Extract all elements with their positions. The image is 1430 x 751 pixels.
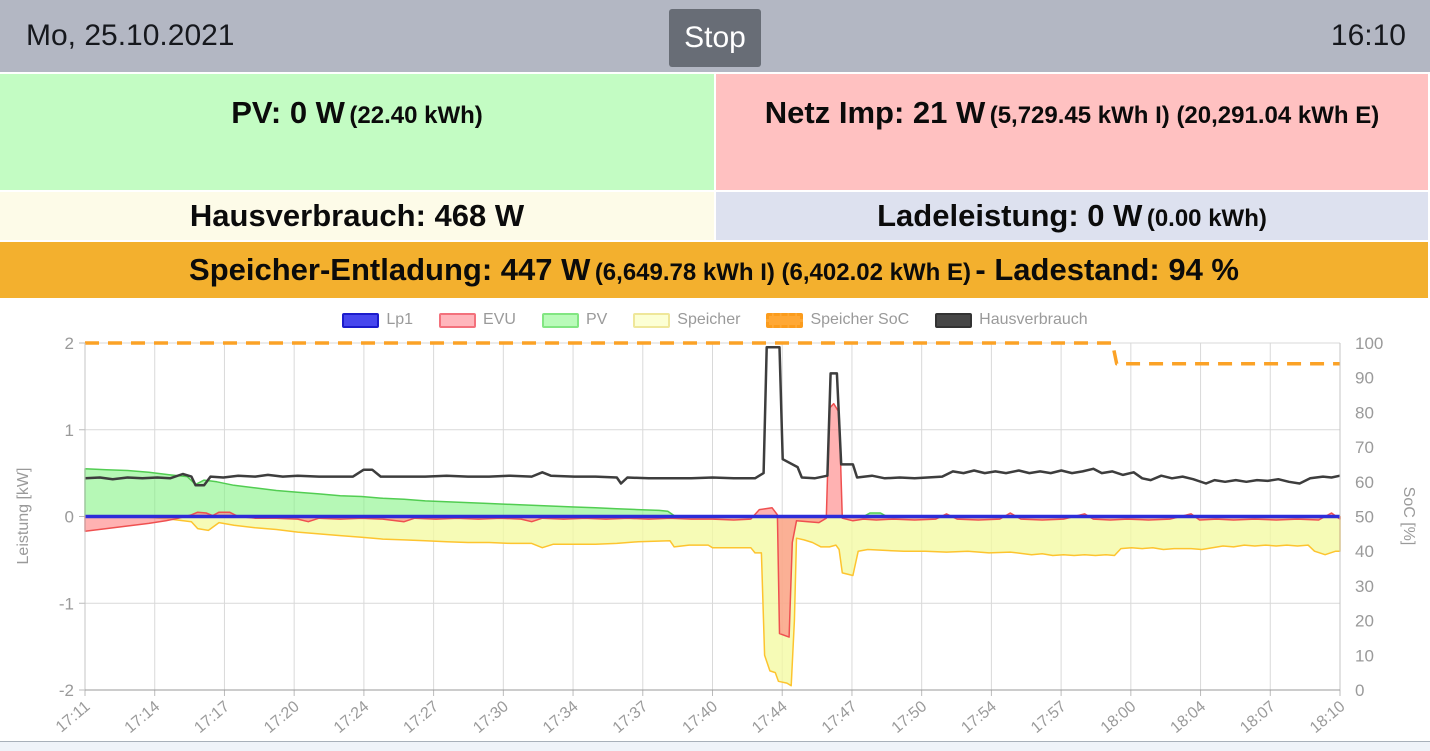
chart-legend: Lp1 EVU PV Speicher Speicher SoC Hausver… [0, 311, 1430, 329]
svg-text:90: 90 [1355, 369, 1374, 388]
speicher-swatch-icon [633, 312, 671, 328]
svg-text:17:40: 17:40 [679, 698, 721, 737]
svg-text:17:50: 17:50 [889, 698, 931, 737]
stop-button[interactable]: Stop [669, 9, 761, 67]
svg-text:20: 20 [1355, 612, 1374, 631]
bottom-strip [0, 741, 1430, 751]
svg-text:18:10: 18:10 [1307, 698, 1349, 737]
svg-text:18:04: 18:04 [1168, 698, 1210, 737]
legend-item-evu: EVU [439, 311, 516, 329]
legend-item-lp1: Lp1 [342, 311, 413, 329]
legend-item-hausverbrauch: Hausverbrauch [935, 311, 1088, 329]
svg-text:17:44: 17:44 [749, 698, 791, 737]
house-consumption-value: Hausverbrauch: 468 W [189, 198, 525, 233]
date-text: Mo, 25.10.2021 [26, 19, 235, 52]
status-tiles: PV: 0 W (22.40 kWh) Netz Imp: 21 W (5,72… [0, 74, 1430, 298]
pv-value: PV: 0 W [231, 95, 345, 130]
svg-text:70: 70 [1355, 438, 1374, 457]
svg-text:17:17: 17:17 [191, 698, 233, 737]
legend-label: PV [585, 311, 608, 328]
pv-tile: PV: 0 W (22.40 kWh) [0, 74, 714, 190]
svg-text:SoC [%]: SoC [%] [1400, 487, 1417, 546]
charge-power-value: Ladeleistung: 0 W [877, 198, 1143, 233]
evu-swatch-icon [439, 312, 477, 328]
battery-discharge-tile: Speicher-Entladung: 447 W (6,649.78 kWh … [0, 242, 1428, 298]
svg-text:17:47: 17:47 [819, 698, 861, 737]
svg-text:80: 80 [1355, 403, 1374, 422]
svg-text:17:34: 17:34 [540, 698, 582, 737]
legend-label: Speicher SoC [810, 311, 910, 328]
chart-svg: 17:11 17:14 17:17 17:20 17:24 17:27 17:30 17:34… [15, 334, 1417, 737]
grid-import-value: Netz Imp: 21 W [764, 95, 986, 130]
svg-text:17:57: 17:57 [1028, 698, 1070, 737]
svg-text:17:24: 17:24 [331, 698, 373, 737]
svg-text:2: 2 [65, 334, 74, 353]
legend-item-pv: PV [541, 311, 608, 329]
svg-text:0: 0 [65, 508, 74, 527]
svg-text:1: 1 [65, 421, 74, 440]
svg-text:17:37: 17:37 [610, 698, 652, 737]
hausverbrauch-swatch-icon [935, 312, 973, 328]
pv-energy: (22.40 kWh) [349, 102, 483, 129]
clock-text: 16:10 [1330, 19, 1406, 52]
svg-text:17:30: 17:30 [470, 698, 512, 737]
svg-text:30: 30 [1355, 577, 1374, 596]
charge-power-energy: (0.00 kWh) [1146, 205, 1267, 232]
svg-text:17:14: 17:14 [122, 698, 164, 737]
battery-discharge-value: Speicher-Entladung: 447 W [189, 252, 591, 287]
legend-label: Speicher [677, 311, 741, 328]
legend-label: EVU [483, 311, 516, 328]
legend-label: Hausverbrauch [979, 311, 1088, 328]
svg-text:18:00: 18:00 [1098, 698, 1140, 737]
grid-import-energy: (5,729.45 kWh I) (20,291.04 kWh E) [989, 102, 1380, 129]
charge-power-tile: Ladeleistung: 0 W (0.00 kWh) [716, 192, 1428, 240]
title-bar: Mo, 25.10.2021 Stop 16:10 [0, 0, 1430, 72]
battery-energy: (6,649.78 kWh I) (6,402.02 kWh E) [594, 259, 971, 286]
pv-swatch-icon [541, 312, 579, 328]
svg-text:50: 50 [1355, 508, 1374, 527]
legend-item-speicher-soc: Speicher SoC [766, 311, 909, 329]
house-consumption-tile: Hausverbrauch: 468 W [0, 192, 714, 240]
legend-item-speicher: Speicher [633, 311, 740, 329]
svg-text:100: 100 [1355, 334, 1383, 353]
lp1-swatch-icon [342, 312, 380, 328]
chart-panel: Lp1 EVU PV Speicher Speicher SoC Hausver… [0, 298, 1430, 741]
svg-text:17:54: 17:54 [958, 698, 1000, 737]
battery-soc-value: - Ladestand: 94 % [975, 252, 1239, 287]
legend-label: Lp1 [386, 311, 414, 328]
svg-text:17:20: 17:20 [261, 698, 303, 737]
svg-text:10: 10 [1355, 646, 1374, 665]
svg-text:Leistung [kW]: Leistung [kW] [15, 468, 32, 565]
svg-text:17:11: 17:11 [53, 698, 94, 736]
svg-text:-2: -2 [59, 681, 74, 700]
svg-text:-1: -1 [59, 594, 74, 613]
svg-text:0: 0 [1355, 681, 1364, 700]
svg-text:18:07: 18:07 [1237, 698, 1279, 737]
speicher-soc-swatch-icon [766, 312, 804, 328]
grid-import-tile: Netz Imp: 21 W (5,729.45 kWh I) (20,291.… [716, 74, 1428, 190]
svg-text:40: 40 [1355, 542, 1374, 561]
svg-text:17:27: 17:27 [401, 698, 443, 737]
svg-text:60: 60 [1355, 473, 1374, 492]
